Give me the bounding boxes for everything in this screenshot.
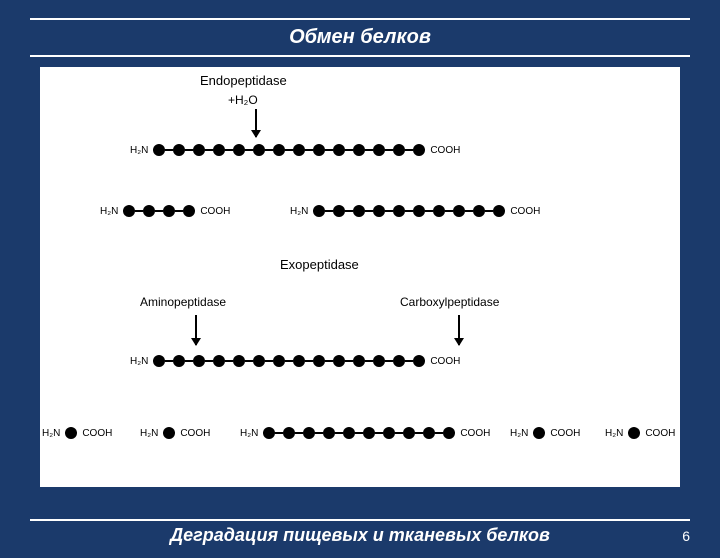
exo-product-3: H₂N COOH xyxy=(240,427,490,439)
n-terminal: H₂N xyxy=(290,206,308,217)
n-terminal: H₂N xyxy=(100,206,118,217)
n-terminal: H₂N xyxy=(240,428,258,439)
bead-row xyxy=(263,427,455,439)
c-terminal: COOH xyxy=(82,428,112,439)
n-terminal: H₂N xyxy=(130,145,148,156)
c-terminal: COOH xyxy=(200,206,230,217)
n-terminal: H₂N xyxy=(140,428,158,439)
endo-product-2: H₂N COOH xyxy=(290,205,540,217)
exo-chain: H₂N COOH xyxy=(130,355,460,367)
page-title: Обмен белков xyxy=(30,20,690,55)
rule-bottom xyxy=(30,55,690,57)
footer-row: Деградация пищевых и тканевых белков 6 xyxy=(30,521,690,546)
exo-product-1: H₂N COOH xyxy=(42,427,112,439)
exo-product-5: H₂N COOH xyxy=(605,427,675,439)
c-terminal: COOH xyxy=(460,428,490,439)
amino-arrow xyxy=(195,315,197,345)
diagram: Endopeptidase +H₂O H₂N COOH H₂N COOH H₂N… xyxy=(40,67,680,487)
n-terminal: H₂N xyxy=(42,428,60,439)
exo-product-4: H₂N COOH xyxy=(510,427,580,439)
page-subtitle: Деградация пищевых и тканевых белков xyxy=(70,525,650,546)
amino-label: Aminopeptidase xyxy=(140,295,226,309)
n-terminal: H₂N xyxy=(510,428,528,439)
carboxy-label: Carboxylpeptidase xyxy=(400,295,499,309)
footer: Деградация пищевых и тканевых белков 6 xyxy=(30,519,690,546)
c-terminal: COOH xyxy=(430,356,460,367)
c-terminal: COOH xyxy=(645,428,675,439)
bead-row xyxy=(533,427,545,439)
c-terminal: COOH xyxy=(510,206,540,217)
bead-row xyxy=(123,205,195,217)
endo-reagent: +H₂O xyxy=(228,93,258,107)
c-terminal: COOH xyxy=(180,428,210,439)
endo-product-1: H₂N COOH xyxy=(100,205,230,217)
endo-chain: H₂N COOH xyxy=(130,144,460,156)
bead-row xyxy=(628,427,640,439)
c-terminal: COOH xyxy=(430,145,460,156)
bead-row xyxy=(65,427,77,439)
bead-row xyxy=(163,427,175,439)
bead-row xyxy=(153,144,425,156)
n-terminal: H₂N xyxy=(130,356,148,367)
bead-row xyxy=(313,205,505,217)
page-number: 6 xyxy=(650,528,690,544)
endo-arrow xyxy=(255,109,257,137)
bead-row xyxy=(153,355,425,367)
exo-title: Exopeptidase xyxy=(280,257,359,272)
exo-product-2: H₂N COOH xyxy=(140,427,210,439)
endo-title: Endopeptidase xyxy=(200,73,287,88)
c-terminal: COOH xyxy=(550,428,580,439)
carboxy-arrow xyxy=(458,315,460,345)
header: Обмен белков xyxy=(30,18,690,57)
n-terminal: H₂N xyxy=(605,428,623,439)
